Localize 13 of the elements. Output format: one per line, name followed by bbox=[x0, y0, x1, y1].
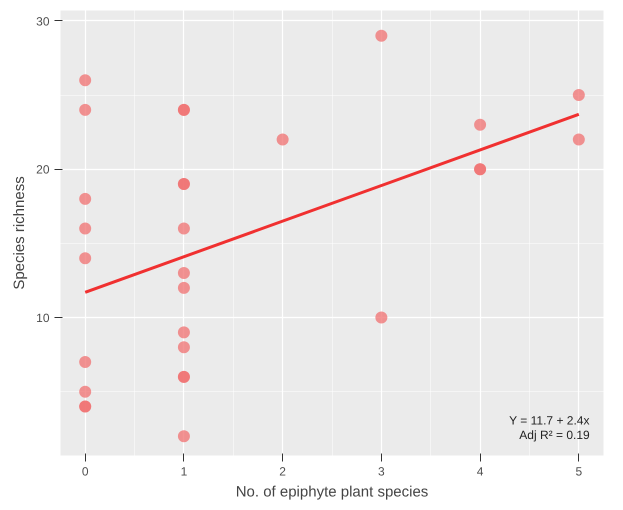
y-axis-title: Species richness bbox=[11, 176, 28, 290]
x-tick-label: 5 bbox=[575, 464, 582, 478]
x-axis-title: No. of epiphyte plant species bbox=[236, 484, 428, 500]
annotation: Adj R² = 0.19 bbox=[519, 428, 590, 442]
y-tick-label: 10 bbox=[36, 311, 50, 326]
x-tick-label: 2 bbox=[279, 464, 286, 478]
x-tick-label: 4 bbox=[476, 464, 484, 478]
x-tick-label: 1 bbox=[180, 464, 188, 478]
annotation: Y = 11.7 + 2.4x bbox=[509, 413, 590, 428]
y-tick-label: 30 bbox=[36, 14, 50, 28]
y-tick-label: 20 bbox=[36, 162, 50, 177]
x-tick-label: 0 bbox=[82, 464, 89, 478]
x-tick-label: 3 bbox=[378, 464, 386, 478]
